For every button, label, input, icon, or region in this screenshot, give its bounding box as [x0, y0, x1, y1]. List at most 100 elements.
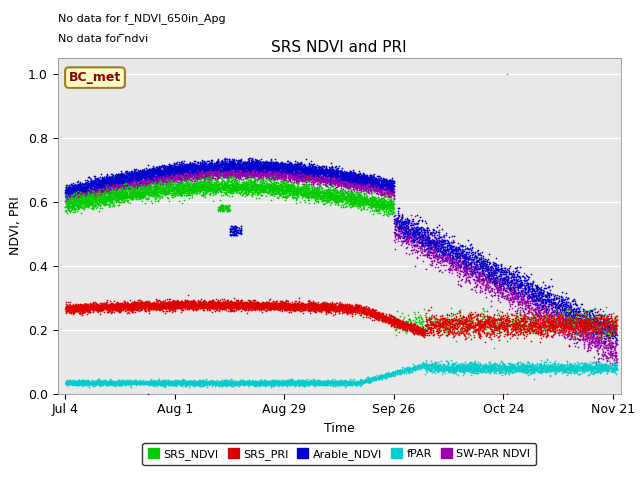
Point	[430, 254, 440, 262]
Point	[141, 170, 151, 178]
Point	[184, 165, 194, 173]
Point	[181, 302, 191, 310]
Point	[204, 176, 214, 184]
Point	[195, 378, 205, 385]
Point	[543, 362, 553, 370]
Point	[119, 189, 129, 196]
Point	[385, 318, 396, 325]
Point	[543, 322, 554, 329]
Point	[133, 182, 143, 190]
Point	[282, 162, 292, 169]
Point	[493, 281, 504, 288]
Point	[172, 301, 182, 309]
Point	[595, 333, 605, 341]
Point	[234, 172, 244, 180]
Point	[77, 194, 88, 202]
Point	[459, 316, 469, 324]
Point	[585, 365, 595, 372]
Point	[118, 306, 128, 313]
Point	[299, 380, 309, 387]
Point	[324, 305, 334, 312]
Point	[91, 184, 101, 192]
Point	[390, 369, 401, 377]
Point	[431, 361, 442, 369]
Point	[316, 172, 326, 180]
Point	[170, 170, 180, 178]
Point	[336, 300, 346, 308]
Point	[147, 166, 157, 173]
Point	[444, 363, 454, 371]
Point	[221, 380, 231, 388]
Point	[384, 318, 394, 326]
Point	[186, 160, 196, 168]
Point	[152, 171, 163, 179]
Point	[331, 378, 341, 385]
Point	[77, 195, 87, 203]
Point	[351, 184, 362, 192]
Point	[213, 166, 223, 173]
Point	[89, 190, 99, 197]
Point	[446, 244, 456, 252]
Point	[266, 170, 276, 178]
Point	[92, 201, 102, 209]
Point	[353, 192, 363, 199]
Point	[72, 185, 82, 192]
Point	[499, 320, 509, 327]
Point	[380, 313, 390, 321]
Point	[262, 377, 273, 384]
Point	[276, 163, 286, 171]
Point	[279, 304, 289, 312]
Point	[288, 181, 298, 189]
Point	[93, 200, 104, 207]
Point	[151, 168, 161, 176]
Point	[397, 223, 408, 230]
Point	[336, 167, 346, 175]
Point	[548, 331, 558, 339]
Point	[447, 310, 458, 317]
Point	[265, 161, 275, 169]
Point	[368, 179, 378, 186]
Point	[385, 193, 395, 201]
Point	[109, 190, 120, 197]
Point	[534, 321, 545, 329]
Point	[598, 339, 609, 347]
Point	[104, 183, 114, 191]
Point	[463, 316, 474, 324]
Point	[449, 364, 459, 372]
Point	[278, 380, 289, 387]
Point	[462, 254, 472, 262]
Point	[470, 327, 480, 335]
Point	[397, 228, 407, 236]
Point	[583, 317, 593, 324]
Point	[540, 292, 550, 300]
Point	[294, 161, 304, 169]
Point	[282, 177, 292, 185]
Point	[495, 364, 506, 372]
Point	[99, 186, 109, 193]
Point	[109, 181, 119, 189]
Point	[593, 334, 603, 342]
Point	[197, 172, 207, 180]
Point	[344, 181, 355, 189]
Point	[523, 299, 533, 306]
Point	[246, 164, 257, 172]
Point	[205, 300, 216, 308]
Point	[314, 186, 324, 193]
Point	[187, 162, 197, 169]
Point	[329, 303, 339, 311]
Point	[68, 204, 78, 212]
Point	[218, 159, 228, 167]
Point	[141, 168, 151, 175]
Point	[192, 378, 202, 385]
Point	[225, 381, 235, 389]
Point	[266, 159, 276, 167]
Point	[282, 305, 292, 312]
Point	[292, 300, 302, 308]
Point	[79, 190, 89, 197]
Point	[70, 205, 81, 213]
Point	[134, 168, 145, 175]
Point	[550, 317, 561, 325]
Point	[195, 159, 205, 167]
Point	[75, 301, 85, 309]
Point	[376, 180, 386, 187]
